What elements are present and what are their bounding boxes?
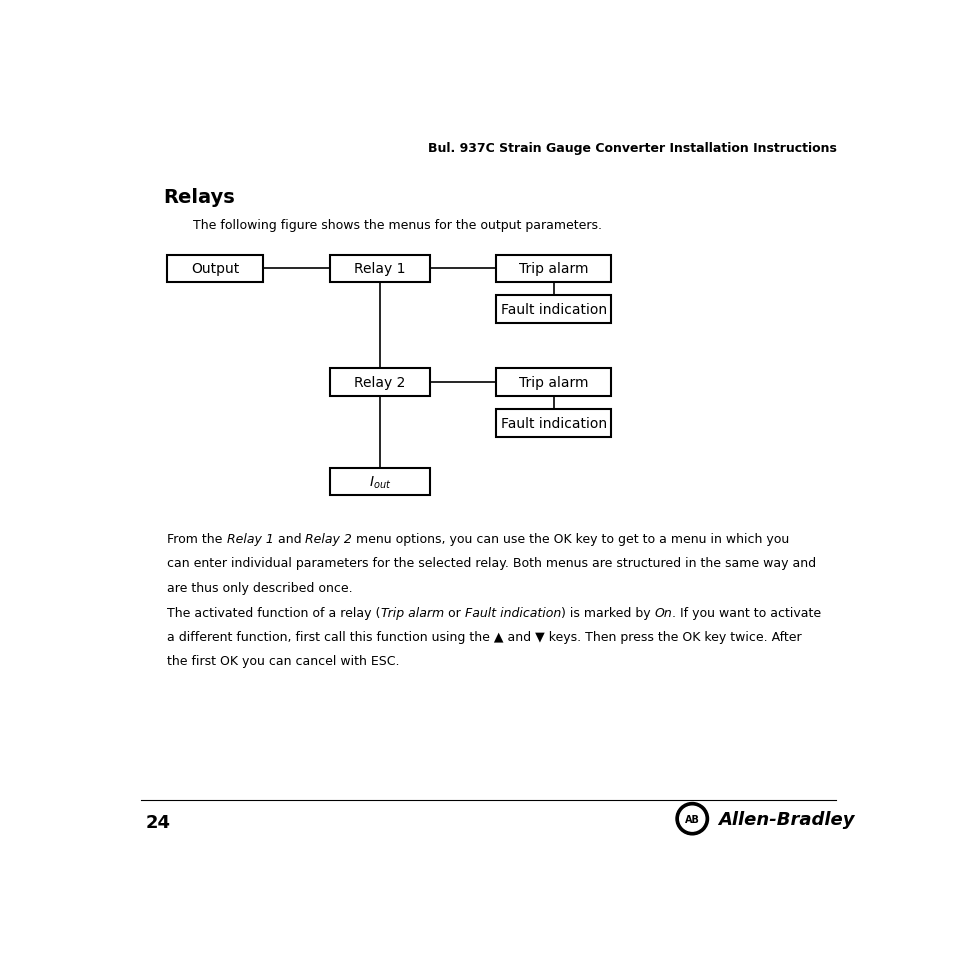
Text: ) is marked by: ) is marked by bbox=[560, 606, 654, 619]
Text: and: and bbox=[274, 533, 305, 546]
FancyBboxPatch shape bbox=[330, 468, 429, 496]
Text: Allen-Bradley: Allen-Bradley bbox=[718, 810, 854, 828]
Text: Fault indication: Fault indication bbox=[464, 606, 560, 619]
Circle shape bbox=[679, 806, 704, 831]
FancyBboxPatch shape bbox=[496, 410, 610, 437]
FancyBboxPatch shape bbox=[496, 369, 610, 396]
Text: the first OK you can cancel with ESC.: the first OK you can cancel with ESC. bbox=[167, 655, 399, 667]
Text: or: or bbox=[443, 606, 464, 619]
FancyBboxPatch shape bbox=[330, 255, 429, 283]
Text: are thus only described once.: are thus only described once. bbox=[167, 581, 353, 594]
Text: AB: AB bbox=[684, 814, 699, 823]
Text: a different function, first call this function using the ▲ and ▼ keys. Then pres: a different function, first call this fu… bbox=[167, 630, 801, 643]
Text: Trip alarm: Trip alarm bbox=[518, 262, 588, 276]
FancyBboxPatch shape bbox=[167, 255, 263, 283]
Text: Output: Output bbox=[191, 262, 239, 276]
Text: Relay 2: Relay 2 bbox=[354, 375, 405, 390]
Text: From the: From the bbox=[167, 533, 227, 546]
Text: The following figure shows the menus for the output parameters.: The following figure shows the menus for… bbox=[193, 218, 601, 232]
Text: On: On bbox=[654, 606, 672, 619]
FancyBboxPatch shape bbox=[496, 295, 610, 323]
Circle shape bbox=[676, 802, 708, 835]
Text: Trip alarm: Trip alarm bbox=[518, 375, 588, 390]
Text: Bul. 937C Strain Gauge Converter Installation Instructions: Bul. 937C Strain Gauge Converter Install… bbox=[427, 142, 836, 155]
FancyBboxPatch shape bbox=[330, 369, 429, 396]
Text: . If you want to activate: . If you want to activate bbox=[672, 606, 821, 619]
Text: Fault indication: Fault indication bbox=[500, 416, 606, 431]
Text: Trip alarm: Trip alarm bbox=[380, 606, 443, 619]
Text: Fault indication: Fault indication bbox=[500, 302, 606, 316]
Text: Relays: Relays bbox=[164, 188, 235, 207]
Text: Relay 1: Relay 1 bbox=[227, 533, 274, 546]
Text: can enter individual parameters for the selected relay. Both menus are structure: can enter individual parameters for the … bbox=[167, 557, 816, 570]
Text: menu options, you can use the OK key to get to a menu in which you: menu options, you can use the OK key to … bbox=[352, 533, 788, 546]
Text: The activated function of a relay (: The activated function of a relay ( bbox=[167, 606, 380, 619]
FancyBboxPatch shape bbox=[496, 255, 610, 283]
Text: Relay 1: Relay 1 bbox=[354, 262, 405, 276]
Text: Relay 2: Relay 2 bbox=[305, 533, 352, 546]
Text: $\mathit{I}_{out}$: $\mathit{I}_{out}$ bbox=[368, 474, 391, 490]
Text: 24: 24 bbox=[145, 813, 170, 831]
